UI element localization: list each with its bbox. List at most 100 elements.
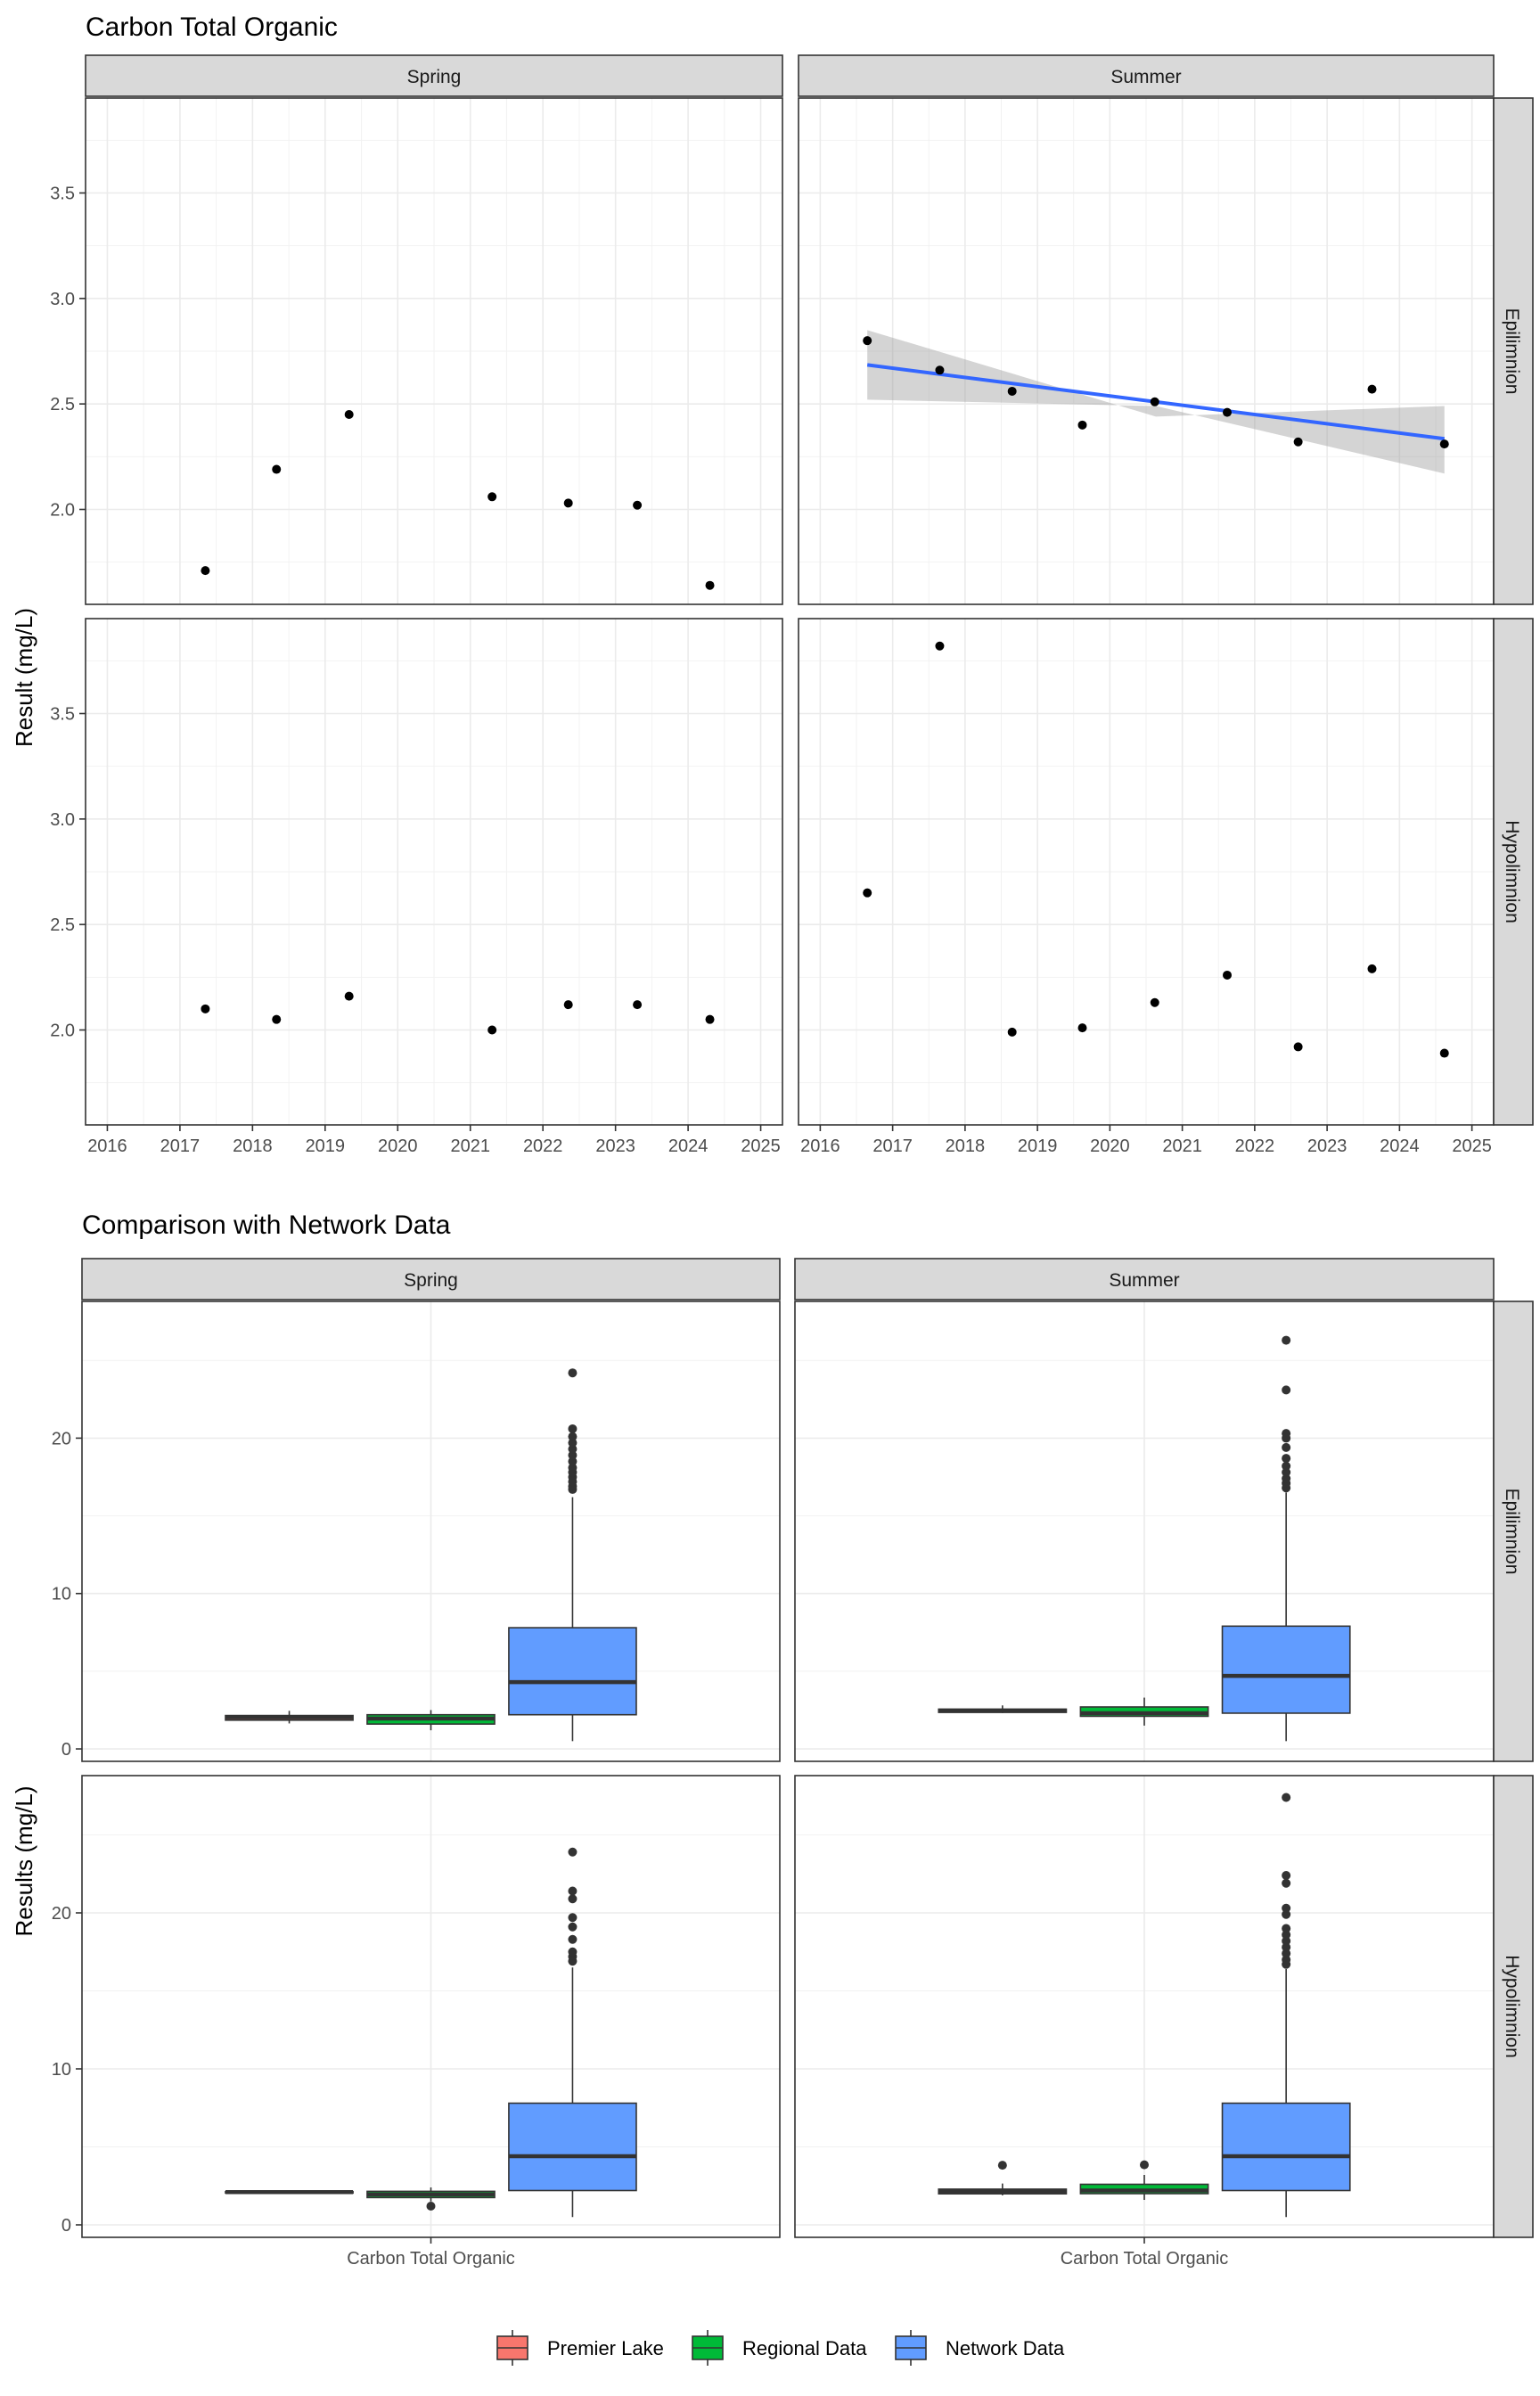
box-panel-summer-hypolimnion-box-network-data-outlier-2 <box>1282 1949 1291 1958</box>
scatter-panel-spring-epilimnion-point-2 <box>344 410 354 419</box>
box-y-tick-label-epilimnion-0: 0 <box>61 1740 71 1760</box>
scatter-panel-summer-hypolimnion-point-3 <box>1077 1023 1087 1033</box>
scatter-panel-summer-epilimnion-point-5 <box>1223 407 1232 417</box>
scatter-panel-spring-epilimnion-point-4 <box>563 498 573 508</box>
box-panel-summer-epilimnion-box-network-data-outlier-4 <box>1282 1461 1291 1471</box>
box-panel-summer-epilimnion-box-network-data-outlier-2 <box>1282 1473 1291 1483</box>
box-panel-summer-hypolimnion-box-network-data-iqr <box>1221 2102 1351 2192</box>
box-panel-spring-hypolimnion-box-regional-data-outlier-0 <box>426 2202 436 2211</box>
box-panel-summer-hypolimnion-box-network-data-outlier-5 <box>1282 1930 1291 1940</box>
box-panel-spring-epilimnion-border <box>81 1301 781 1762</box>
strip-top-carbon-summer-label: Summer <box>1110 67 1181 87</box>
x-tick-label-summer-7: 2023 <box>1307 1136 1348 1156</box>
y-tick-label-hypolimnion-2: 3.0 <box>50 810 75 830</box>
box-panel-spring-hypolimnion-box-network-data-outlier-4 <box>568 1922 578 1932</box>
scatter-panel-spring-hypolimnion-point-1 <box>272 1014 282 1024</box>
box-panel-spring-hypolimnion-box-network-data-outlier-8 <box>568 1847 578 1857</box>
scatter-panel-summer-hypolimnion-point-7 <box>1367 964 1377 973</box>
scatter-panel-summer-epilimnion-point-8 <box>1439 439 1449 449</box>
x-tick-label-spring-2: 2018 <box>233 1136 273 1156</box>
scatter-panel-summer-hypolimnion-point-1 <box>935 641 945 651</box>
x-tick-label-summer-3: 2019 <box>1018 1136 1058 1156</box>
box-y-tick-label-hypolimnion-0: 0 <box>61 2216 71 2236</box>
scatter-panel-summer-hypolimnion-point-5 <box>1223 970 1232 980</box>
scatter-panel-spring-epilimnion-point-6 <box>705 580 715 590</box>
x-tick-label-spring-6: 2022 <box>523 1136 563 1156</box>
scatter-panel-spring-hypolimnion-point-4 <box>563 1000 573 1010</box>
scatter-panel-spring-hypolimnion-border <box>85 618 783 1126</box>
scatter-panel-summer-epilimnion-point-4 <box>1150 397 1159 406</box>
box-panel-summer-hypolimnion-box-network-data-outlier-9 <box>1282 1878 1291 1888</box>
x-tick-label-spring-1: 2017 <box>160 1136 201 1156</box>
box-panel-summer-hypolimnion-box-network-data-outlier-6 <box>1282 1924 1291 1933</box>
x-tick-label-spring-8: 2024 <box>668 1136 709 1156</box>
x-tick-label-spring-5: 2021 <box>450 1136 490 1156</box>
box-panel-summer-hypolimnion-box-regional-data-outlier-0 <box>1140 2160 1149 2170</box>
box-panel-spring-epilimnion-box-network-data-outlier-7 <box>568 1450 578 1460</box>
strip-right-carbon-epilimnion <box>1493 97 1534 605</box>
x-tick-label-spring-0: 2016 <box>87 1136 127 1156</box>
scatter-panel-summer-epilimnion-point-1 <box>935 365 945 375</box>
scatter-panel-spring-hypolimnion-point-0 <box>201 1004 210 1013</box>
box-y-tick-label-epilimnion-2: 20 <box>52 1429 71 1448</box>
legend-item-network-data-label: Network Data <box>946 2337 1065 2359</box>
strip-top-comparison-summer-label: Summer <box>1109 1270 1179 1291</box>
x-tick-label-spring-7: 2023 <box>595 1136 635 1156</box>
strip-right-carbon-hypolimnion-label: Hypolimnion <box>1502 820 1522 923</box>
scatter-panel-spring-epilimnion-point-0 <box>201 566 210 576</box>
box-panel-spring-hypolimnion-box-network-data-outlier-5 <box>568 1913 578 1923</box>
scatter-panel-summer-hypolimnion-point-2 <box>1007 1027 1017 1037</box>
scatter-panel-summer-epilimnion-point-3 <box>1077 420 1087 430</box>
scatter-panel-summer-hypolimnion-point-4 <box>1150 997 1159 1007</box>
box-panel-summer-hypolimnion-box-network-data-outlier-11 <box>1282 1793 1291 1802</box>
box-panel-summer-hypolimnion-box-network-data-outlier-3 <box>1282 1942 1291 1952</box>
box-panel-spring-epilimnion-box-network-data-outlier-5 <box>568 1463 578 1473</box>
legend-item-premier-lake-label: Premier Lake <box>547 2337 664 2359</box>
box-panel-summer-hypolimnion-box-premier-lake-outlier-0 <box>997 2161 1007 2170</box>
scatter-panel-summer-hypolimnion-point-8 <box>1439 1048 1449 1058</box>
box-panel-summer-epilimnion-box-network-data-outlier-6 <box>1282 1442 1291 1452</box>
box-panel-summer-hypolimnion-box-network-data-outlier-1 <box>1282 1955 1291 1965</box>
box-panel-spring-epilimnion-box-network-data-outlier-11 <box>568 1424 578 1433</box>
box-panel-spring-epilimnion-box-network-data-outlier-10 <box>568 1432 578 1441</box>
strip-right-comparison-epilimnion <box>1493 1301 1534 1762</box>
scatter-panel-summer-epilimnion-confidence-band <box>867 330 1445 474</box>
legend-item-regional-data-label: Regional Data <box>742 2337 867 2359</box>
box-panel-spring-epilimnion-box-network-data-outlier-9 <box>568 1438 578 1448</box>
scatter-panel-spring-epilimnion-point-1 <box>272 464 282 474</box>
box-panel-summer-epilimnion-box-network-data-iqr <box>1221 1625 1351 1714</box>
strip-right-carbon-hypolimnion <box>1493 618 1534 1126</box>
scatter-panel-summer-epilimnion-point-7 <box>1367 384 1377 394</box>
box-y-tick-label-hypolimnion-2: 20 <box>52 1904 71 1924</box>
scatter-panel-summer-hypolimnion-point-0 <box>863 888 872 898</box>
y-tick-label-epilimnion-0: 2.0 <box>50 501 75 521</box>
box-panel-spring-hypolimnion-box-network-data-outlier-2 <box>568 1947 578 1957</box>
y-axis-label-result: Result (mg/L) <box>11 608 37 747</box>
scatter-panel-summer-epilimnion-point-2 <box>1007 386 1017 396</box>
box-panel-summer-hypolimnion-box-network-data-outlier-10 <box>1282 1871 1291 1880</box>
y-tick-label-epilimnion-2: 3.0 <box>50 290 75 309</box>
strip-right-carbon-epilimnion-label: Epilimnion <box>1502 308 1522 395</box>
strip-top-comparison-spring <box>81 1258 781 1301</box>
box-panel-spring-epilimnion-box-network-data-iqr <box>508 1627 637 1716</box>
box-panel-spring-hypolimnion-box-network-data-outlier-3 <box>568 1934 578 1944</box>
strip-right-comparison-hypolimnion-label: Hypolimnion <box>1502 1955 1522 2058</box>
box-panel-summer-epilimnion-box-network-data-outlier-3 <box>1282 1467 1291 1477</box>
x-tick-label-summer-2: 2018 <box>946 1136 986 1156</box>
box-panel-spring-epilimnion-box-network-data-outlier-12 <box>568 1368 578 1378</box>
x-tick-label-summer-9: 2025 <box>1452 1136 1492 1156</box>
x-tick-label-spring-9: 2025 <box>741 1136 781 1156</box>
x-tick-label-summer-4: 2020 <box>1090 1136 1130 1156</box>
strip-top-comparison-summer <box>794 1258 1495 1301</box>
strip-top-carbon-spring-label: Spring <box>407 67 462 87</box>
scatter-panel-spring-epilimnion-point-3 <box>487 492 497 502</box>
box-panel-summer-hypolimnion-box-network-data-outlier-7 <box>1282 1909 1291 1919</box>
box-panel-summer-epilimnion-box-network-data-outlier-5 <box>1282 1454 1291 1464</box>
box-y-tick-label-hypolimnion-1: 10 <box>52 2060 71 2080</box>
strip-right-comparison-hypolimnion <box>1493 1775 1534 2238</box>
scatter-panel-spring-hypolimnion-point-3 <box>487 1025 497 1035</box>
strip-right-comparison-epilimnion-label: Epilimnion <box>1502 1489 1522 1575</box>
y-tick-label-hypolimnion-3: 3.5 <box>50 705 75 725</box>
box-x-tick-label-spring: Carbon Total Organic <box>347 2249 515 2269</box>
